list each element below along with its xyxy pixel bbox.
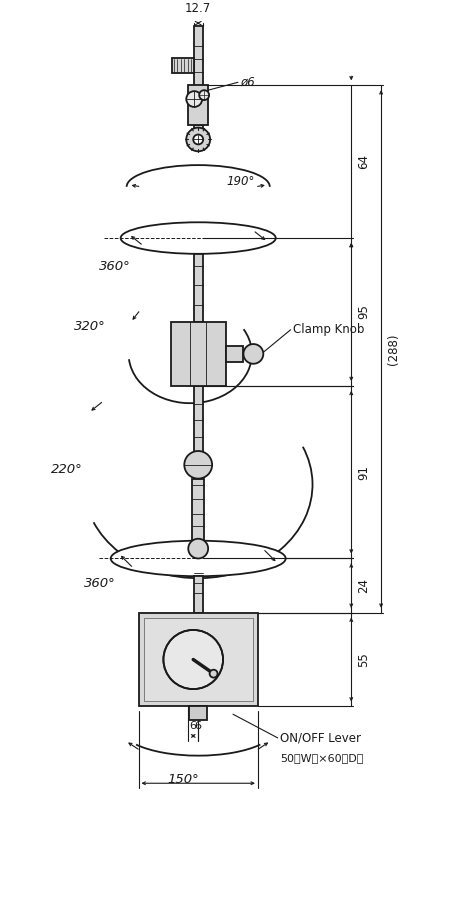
Circle shape bbox=[186, 91, 202, 107]
Circle shape bbox=[193, 135, 203, 145]
Circle shape bbox=[163, 630, 223, 690]
Bar bbox=[194, 386, 202, 455]
Text: 320°: 320° bbox=[74, 320, 106, 333]
Bar bbox=[171, 58, 194, 74]
Bar bbox=[225, 346, 243, 361]
Text: 150°: 150° bbox=[167, 773, 199, 787]
Text: 220°: 220° bbox=[51, 463, 83, 476]
Bar bbox=[194, 26, 202, 139]
Circle shape bbox=[199, 90, 209, 100]
Bar bbox=[188, 85, 208, 125]
Circle shape bbox=[184, 451, 212, 478]
Circle shape bbox=[209, 670, 217, 678]
Bar bbox=[138, 613, 257, 707]
Text: 360°: 360° bbox=[99, 260, 130, 272]
Text: 24: 24 bbox=[357, 578, 369, 593]
Ellipse shape bbox=[120, 222, 275, 254]
Bar bbox=[192, 478, 204, 543]
Text: ø6: ø6 bbox=[239, 76, 254, 89]
Bar bbox=[143, 618, 252, 701]
Bar bbox=[170, 322, 225, 386]
Text: 6: 6 bbox=[189, 721, 196, 731]
Bar bbox=[189, 707, 206, 720]
Bar bbox=[194, 576, 202, 613]
Text: Clamp Knob: Clamp Knob bbox=[292, 324, 363, 336]
Text: 360°: 360° bbox=[84, 576, 115, 590]
Bar bbox=[194, 254, 202, 322]
Text: (288): (288) bbox=[386, 334, 399, 365]
Text: 64: 64 bbox=[357, 154, 369, 169]
Circle shape bbox=[243, 344, 263, 364]
Text: 55: 55 bbox=[357, 652, 369, 667]
Circle shape bbox=[188, 539, 208, 558]
Text: 190°: 190° bbox=[225, 175, 254, 189]
Text: 91: 91 bbox=[357, 465, 369, 480]
Circle shape bbox=[186, 128, 210, 151]
Text: 95: 95 bbox=[357, 305, 369, 319]
Text: 6: 6 bbox=[194, 721, 201, 731]
Text: 50（W）×60（D）: 50（W）×60（D） bbox=[279, 752, 363, 762]
Ellipse shape bbox=[111, 540, 285, 576]
Text: ON/OFF Lever: ON/OFF Lever bbox=[279, 732, 360, 744]
Text: 12.7: 12.7 bbox=[185, 3, 211, 15]
